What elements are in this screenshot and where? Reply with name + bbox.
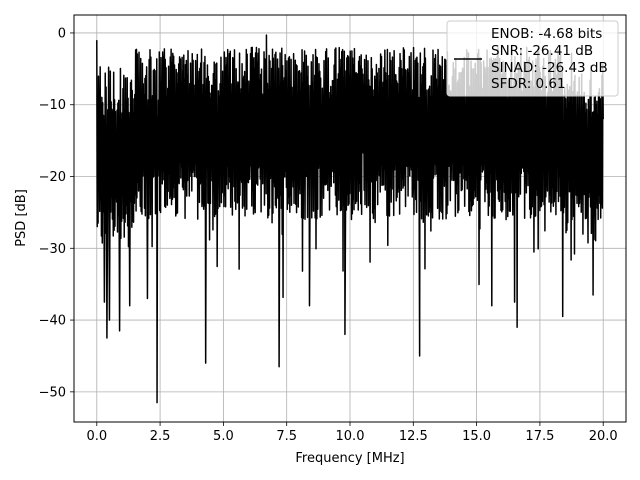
x-tick-label: 12.5 [399,429,428,444]
legend-sinad: SINAD: -26.43 dB [491,60,608,76]
y-tick-label: −10 [39,98,66,113]
x-tick-label: 20.0 [589,429,618,444]
psd-series-line [96,34,604,404]
legend-enob: ENOB: -4.68 bits [491,26,602,42]
x-tick-label: 0.0 [86,429,107,444]
x-axis-label: Frequency [MHz] [295,451,404,466]
x-tick-label: 2.5 [150,429,171,444]
y-tick-label: 0 [58,26,66,41]
x-axis-ticks: 0.0 2.5 5.0 7.5 10.0 12.5 15.0 17.5 20.0 [86,422,618,444]
legend: ENOB: -4.68 bits SNR: -26.41 dB SINAD: -… [446,20,619,97]
y-axis-label: PSD [dB] [14,189,29,247]
x-tick-label: 17.5 [525,429,554,444]
x-tick-label: 5.0 [213,429,234,444]
y-axis-ticks: 0 −10 −20 −30 −40 −50 [39,26,74,400]
legend-sfdr: SFDR: 0.61 [491,76,566,92]
y-tick-label: −20 [39,170,66,185]
y-tick-label: −30 [39,242,66,257]
legend-box [446,20,619,97]
x-tick-label: 15.0 [462,429,491,444]
series-group [96,34,604,404]
y-tick-label: −50 [39,385,66,400]
legend-snr: SNR: -26.41 dB [491,43,593,59]
x-tick-label: 10.0 [336,429,365,444]
y-tick-label: −40 [39,314,66,329]
x-tick-label: 7.5 [276,429,297,444]
